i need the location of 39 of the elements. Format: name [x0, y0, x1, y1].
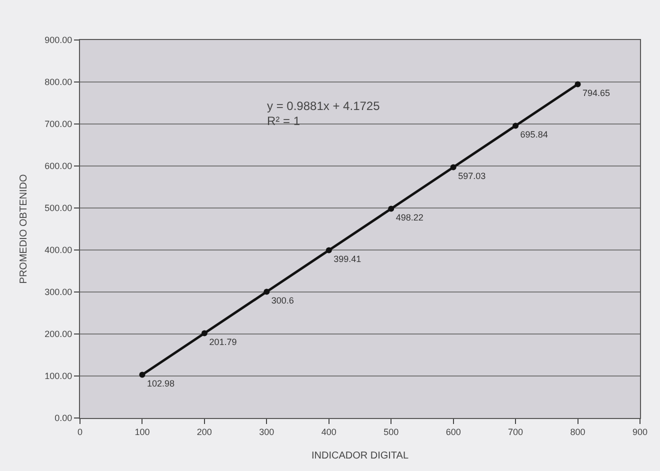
x-tick-label: 400	[321, 426, 336, 437]
data-label: 695.84	[520, 129, 548, 140]
y-tick-label: 400.00	[44, 245, 72, 256]
y-tick-label: 700.00	[44, 119, 72, 130]
y-tick-label: 500.00	[44, 203, 72, 214]
point	[264, 288, 270, 295]
x-tick-label: 300	[259, 426, 274, 437]
x-tick-label: 500	[384, 426, 399, 437]
point	[388, 206, 394, 212]
x-tick-label: 600	[446, 426, 461, 437]
point	[326, 247, 332, 254]
data-label: 300.6	[271, 295, 294, 306]
data-label: 102.98	[146, 378, 174, 388]
point	[574, 81, 581, 88]
y-tick-label: 600.00	[44, 161, 72, 172]
point	[512, 122, 519, 129]
x-tick-label: 100	[134, 426, 150, 437]
data-label: 201.79	[209, 336, 237, 347]
y-tick-label: 800.00	[44, 77, 72, 88]
x-axis-title: INDICADOR DIGITAL	[311, 450, 409, 462]
data-label: 498.22	[396, 212, 424, 222]
data-label: 794.65	[582, 88, 610, 98]
point	[450, 164, 456, 170]
x-tick-label: 800	[570, 426, 586, 437]
x-tick-label: 900	[632, 426, 648, 437]
y-tick-label: 200.00	[44, 329, 72, 340]
point	[201, 330, 208, 336]
point	[139, 372, 146, 378]
y-tick-label: 900.00	[44, 35, 72, 46]
data-label: 399.41	[334, 254, 362, 264]
y-tick-label: 300.00	[44, 287, 72, 298]
y-tick-label: 0.00	[54, 413, 72, 424]
annotation: y = 0.9881x + 4.1725	[267, 99, 380, 113]
x-tick-label: 200	[196, 426, 212, 437]
y-axis-title: PROMEDIO OBTENIDO	[18, 174, 30, 284]
x-tick-label: 0	[77, 426, 83, 437]
x-tick-label: 700	[508, 426, 524, 437]
y-tick-label: 100.00	[44, 371, 72, 382]
data-label: 597.03	[458, 170, 486, 181]
